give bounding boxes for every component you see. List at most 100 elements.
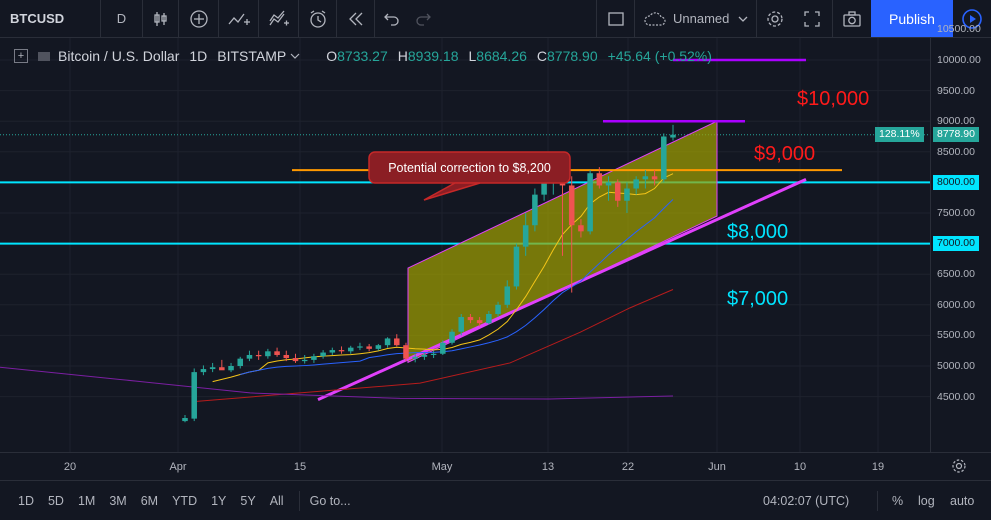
candle	[357, 342, 363, 351]
low-key: L	[468, 48, 477, 64]
moving-average-200	[0, 366, 674, 400]
candle	[219, 359, 225, 371]
interval-button[interactable]: D	[100, 0, 142, 37]
candle	[486, 310, 492, 325]
time-tick-label: 15	[293, 461, 307, 473]
percent-change-badge: 128.11%	[875, 127, 924, 143]
range-button-6m[interactable]: 6M	[140, 493, 159, 508]
candle	[228, 362, 234, 373]
candle	[274, 347, 280, 357]
chevron-down-icon[interactable]	[290, 52, 300, 60]
fullscreen-icon[interactable]	[792, 0, 832, 37]
level-8000-badge: 8000.00	[933, 174, 979, 190]
range-button-all[interactable]: All	[269, 493, 284, 508]
axis-settings-gear-icon[interactable]	[951, 458, 967, 474]
alert-clock-icon[interactable]	[298, 0, 336, 37]
candle	[182, 414, 188, 423]
candle	[661, 133, 667, 183]
high-value: 8939.18	[407, 48, 459, 64]
range-button-1y[interactable]: 1Y	[211, 493, 227, 508]
range-button-ytd[interactable]: YTD	[172, 493, 198, 508]
candle	[513, 243, 520, 290]
replay-icon[interactable]	[336, 0, 374, 37]
layout-name-dropdown[interactable]: Unnamed	[634, 0, 756, 37]
label-8000[interactable]: $8,000	[727, 221, 788, 243]
price-tick-label: 5500.00	[937, 329, 975, 342]
support-trendline[interactable]	[317, 177, 807, 402]
candle	[532, 188, 538, 232]
top-toolbar: BTCUSD D Unnamed Publish	[0, 0, 991, 38]
auto-scale-toggle[interactable]: auto	[950, 493, 975, 508]
candle	[301, 354, 308, 364]
open-key: O	[326, 48, 338, 64]
candle	[384, 337, 391, 348]
candle	[476, 317, 483, 327]
chevron-down-icon	[738, 16, 748, 22]
candle	[605, 176, 612, 201]
expand-legend-icon[interactable]: +	[14, 49, 28, 63]
time-axis[interactable]: 20 Apr 15 May 13 22 Jun 10 19	[0, 452, 991, 480]
play-button[interactable]	[953, 0, 991, 37]
candle	[347, 345, 354, 354]
settings-gear-icon[interactable]	[756, 0, 792, 37]
range-button-5y[interactable]: 5Y	[240, 493, 256, 508]
range-button-1m[interactable]: 1M	[77, 493, 96, 508]
publish-button[interactable]: Publish	[871, 0, 953, 37]
compare-icon[interactable]	[258, 0, 298, 37]
time-tick-label: 10	[793, 461, 807, 473]
candle	[458, 313, 464, 336]
camera-snapshot-icon[interactable]	[832, 0, 871, 37]
price-chart[interactable]: Potential correction to $8,200 $10,000 $9,…	[0, 28, 930, 452]
label-7000[interactable]: $7,000	[727, 288, 788, 310]
label-10000[interactable]: $10,000	[797, 88, 869, 110]
add-indicator-icon[interactable]	[178, 0, 218, 37]
price-tick-label: 9500.00	[937, 84, 975, 97]
indicators-icon[interactable]	[218, 0, 258, 37]
price-axis[interactable]: 10500.00 10000.00 9500.00 9000.00 8500.00 800…	[930, 23, 991, 452]
range-button-3m[interactable]: 3M	[109, 493, 127, 508]
goto-button[interactable]: Go to...	[309, 493, 351, 508]
candle	[394, 334, 400, 347]
time-tick-label: 13	[541, 461, 555, 473]
fullscreen-square-icon[interactable]	[596, 0, 634, 37]
play-icon	[962, 8, 982, 29]
percent-scale-toggle[interactable]: %	[892, 493, 904, 508]
range-button-1d[interactable]: 1D	[18, 493, 34, 508]
candle	[255, 350, 262, 360]
candle	[504, 280, 511, 308]
candle	[642, 170, 649, 189]
candle	[587, 170, 593, 235]
candle	[596, 167, 603, 189]
candle	[403, 342, 409, 362]
time-tick-label: Apr	[169, 461, 187, 473]
callout-text: Potential correction to $8,200	[388, 161, 551, 175]
candle	[440, 340, 446, 355]
legend-exchange[interactable]: BITSTAMP	[217, 48, 287, 64]
candle	[265, 348, 271, 359]
correction-callout[interactable]: Potential correction to $8,200	[368, 151, 571, 201]
candle	[430, 350, 437, 359]
eye-icon[interactable]	[36, 49, 52, 63]
log-scale-toggle[interactable]: log	[918, 493, 935, 508]
price-tick-label: 10500.00	[937, 23, 981, 36]
symbol-search-button[interactable]: BTCUSD	[10, 11, 65, 26]
label-9000[interactable]: $9,000	[754, 143, 815, 165]
legend-title[interactable]: Bitcoin / U.S. Dollar	[58, 48, 180, 64]
high-key: H	[397, 48, 408, 64]
range-button-5d[interactable]: 5D	[47, 493, 64, 508]
chart-type-candles-icon[interactable]	[142, 0, 178, 37]
utc-clock[interactable]: 04:02:07 (UTC)	[763, 493, 850, 508]
undo-icon[interactable]	[374, 0, 408, 37]
chart-pane[interactable]: Potential correction to $8,200 $10,000 $9,…	[0, 28, 930, 452]
candle	[237, 356, 244, 369]
price-tick-label: 7500.00	[937, 207, 975, 219]
price-tick-label: 4500.00	[937, 390, 975, 403]
candle	[467, 313, 474, 324]
moving-average-long	[194, 289, 674, 402]
candle	[292, 353, 299, 363]
candle	[200, 365, 207, 376]
time-tick-label: 19	[871, 461, 885, 473]
price-tick-label: 10000.00	[937, 54, 981, 66]
redo-icon[interactable]	[408, 0, 438, 37]
candle	[412, 353, 418, 363]
